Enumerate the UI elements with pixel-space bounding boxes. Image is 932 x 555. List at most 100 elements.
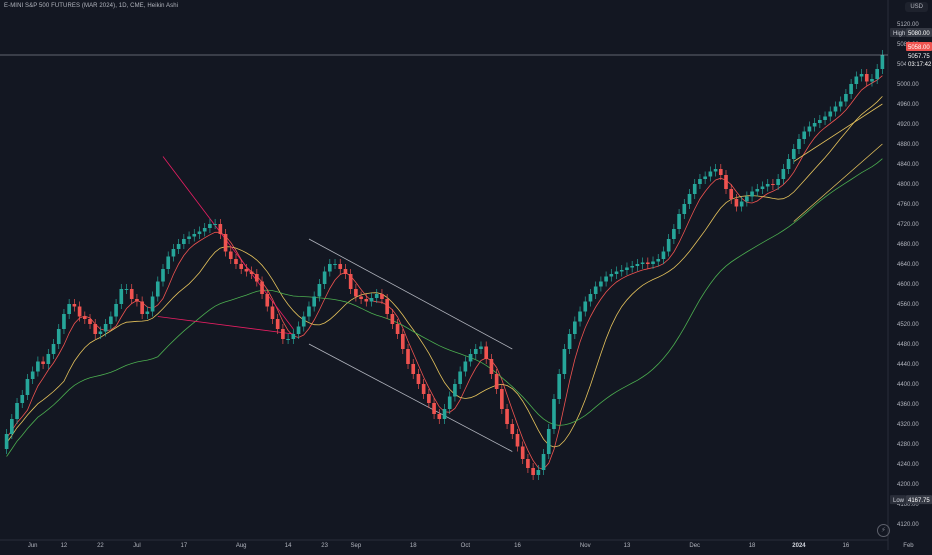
- x-tick-label: 18: [410, 543, 417, 549]
- candle-body: [833, 106, 838, 112]
- candle-body: [849, 84, 853, 94]
- candle-body: [41, 361, 45, 364]
- candle-body: [781, 169, 786, 179]
- last-sub2-badge-value-bg: [906, 59, 932, 68]
- currency-button[interactable]: USD: [905, 2, 928, 12]
- candle-body: [119, 289, 124, 304]
- y-tick-label: 4600.00: [897, 282, 919, 288]
- candle-body: [390, 314, 395, 324]
- candle-body: [343, 269, 348, 274]
- candle-body: [614, 271, 619, 274]
- candle-body: [4, 434, 9, 449]
- candle-body: [823, 116, 827, 120]
- candle-body: [427, 394, 431, 403]
- x-tick-label: Oct: [461, 543, 471, 549]
- x-tick-label: Jul: [133, 543, 141, 549]
- candle-body: [666, 239, 671, 252]
- candle-body: [223, 234, 228, 252]
- candle-body: [677, 214, 681, 229]
- candle-body: [291, 334, 296, 339]
- candle-body: [15, 403, 19, 419]
- candle-body: [786, 159, 791, 169]
- candle-body: [870, 79, 874, 82]
- candle-body: [708, 171, 713, 177]
- candle-body: [635, 264, 640, 266]
- candle-body: [552, 399, 556, 429]
- x-tick-label: Aug: [236, 543, 247, 549]
- candle-body: [124, 289, 129, 290]
- candle-body: [791, 149, 796, 159]
- candle-body: [301, 316, 306, 327]
- y-tick-label: 4360.00: [897, 402, 919, 408]
- candle-body: [599, 281, 603, 287]
- trendline-upper-2: [308, 238, 513, 350]
- y-tick-label: 4720.00: [897, 222, 919, 228]
- candle-body: [583, 301, 588, 312]
- y-tick-label: 4200.00: [897, 482, 919, 488]
- candle-body: [249, 271, 254, 274]
- candle-body: [348, 274, 353, 289]
- x-tick-label: 16: [514, 543, 521, 549]
- lightning-icon[interactable]: ⚡: [877, 524, 890, 537]
- candle-body: [145, 311, 150, 314]
- low-badge-label: Low: [893, 498, 905, 504]
- candle-body: [760, 186, 765, 189]
- low-badge-label-bg: [890, 495, 906, 505]
- candle-body: [296, 326, 301, 334]
- candle-body: [489, 359, 494, 374]
- candle-body: [437, 414, 442, 419]
- last-price-badge-value-bg: [906, 42, 932, 51]
- candle-body: [864, 74, 869, 82]
- candle-body: [72, 304, 77, 307]
- candle-body: [812, 123, 817, 127]
- high-badge-value-bg: [906, 28, 932, 37]
- candle-body: [406, 349, 410, 364]
- candle-body: [682, 204, 687, 214]
- chart-title: E-MINI S&P 500 FUTURES (MAR 2024), 1D, C…: [4, 3, 179, 9]
- trendline-upper-3: [793, 103, 883, 162]
- x-tick-label: 16: [843, 543, 850, 549]
- candle-body: [20, 395, 25, 403]
- candle-body: [129, 289, 134, 299]
- candle-body: [802, 131, 807, 139]
- x-tick-label: 2024: [792, 543, 806, 549]
- y-tick-label: 4960.00: [897, 102, 919, 108]
- candle-body: [77, 306, 82, 317]
- candle-body: [515, 434, 520, 447]
- candle-body: [416, 374, 421, 384]
- candle-body: [562, 349, 567, 374]
- candle-body: [109, 316, 113, 324]
- candle-body: [593, 286, 598, 294]
- candle-body: [88, 319, 92, 324]
- candle-body: [645, 262, 650, 264]
- candle-body: [411, 364, 416, 374]
- candle-body: [432, 403, 436, 414]
- candle-body: [51, 344, 56, 354]
- candle-body: [155, 281, 160, 297]
- x-tick-label: 17: [181, 543, 188, 549]
- candle-body: [421, 384, 426, 394]
- candle-body: [484, 346, 489, 359]
- y-tick-label: 5000.00: [897, 82, 919, 88]
- candle-body: [187, 236, 191, 239]
- candle-body: [270, 306, 275, 319]
- candle-body: [171, 249, 176, 257]
- candle-body: [458, 371, 462, 384]
- candle-body: [140, 301, 144, 314]
- candle-body: [380, 294, 384, 299]
- candle-body: [453, 384, 457, 397]
- candle-body: [150, 296, 155, 312]
- candle-body: [807, 126, 812, 132]
- x-tick-label: 13: [624, 543, 631, 549]
- candle-body: [692, 184, 697, 194]
- last-price-badge-value: 5058.00: [908, 45, 930, 51]
- y-tick-label: 4400.00: [897, 382, 919, 388]
- candle-body: [202, 228, 207, 232]
- candle-body: [687, 194, 692, 204]
- candle-body: [208, 224, 212, 228]
- candle-body: [854, 76, 859, 84]
- low-badge-value-bg: [906, 495, 932, 505]
- candle-body: [260, 281, 264, 294]
